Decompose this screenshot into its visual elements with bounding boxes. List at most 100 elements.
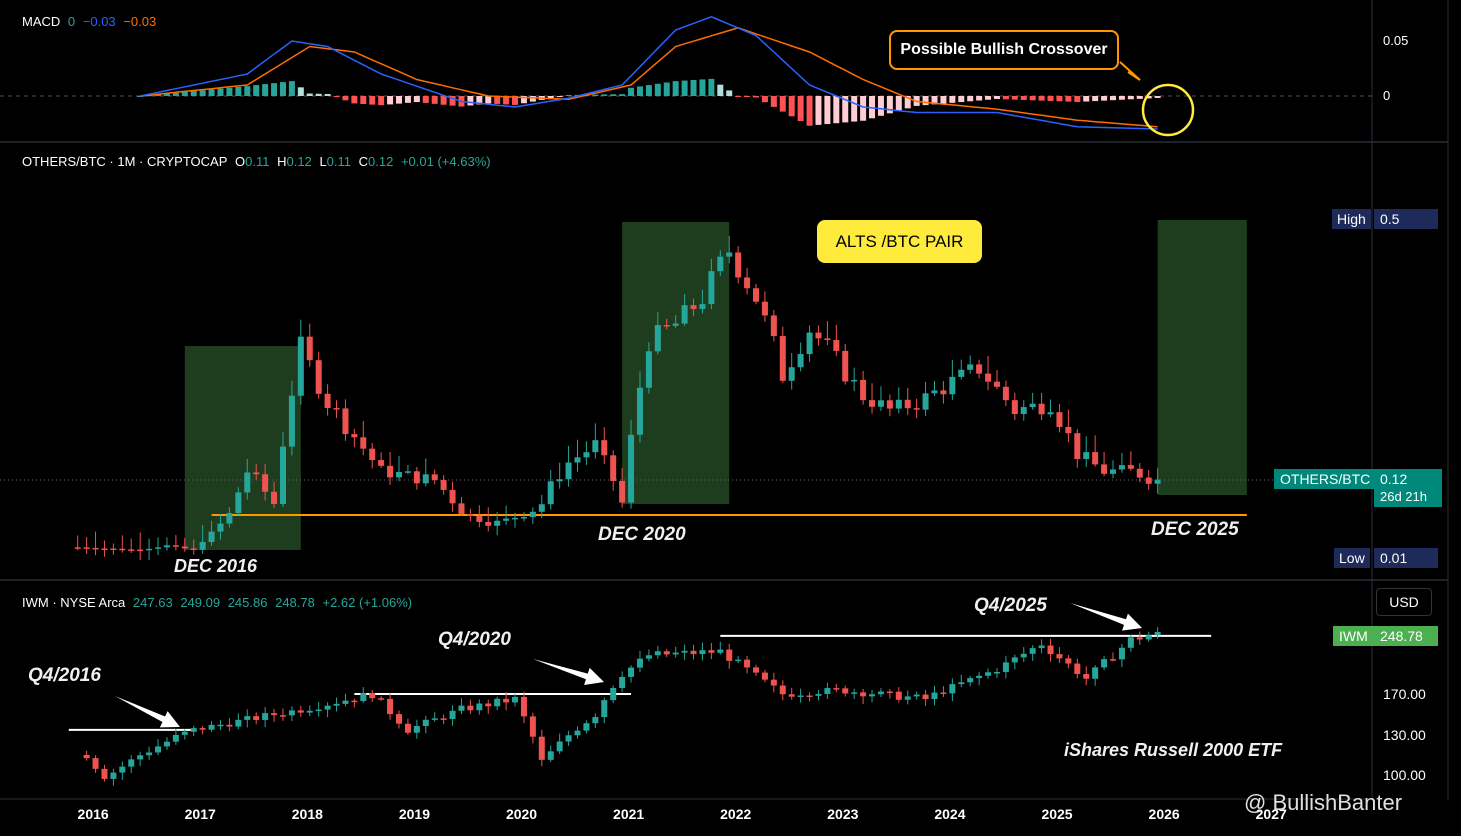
macd-histogram-bar [1101, 96, 1108, 101]
others-candle [610, 455, 617, 482]
crossover-circle [1141, 83, 1195, 137]
others-candle [360, 437, 367, 449]
iwm-candle [851, 692, 858, 694]
others-candle [369, 448, 376, 461]
others-candle [672, 323, 679, 326]
others-candle [717, 256, 724, 272]
macd-histogram-bar [619, 94, 626, 96]
arrow-q4-2016 [115, 696, 180, 728]
iwm-candle [1074, 663, 1081, 675]
others-candle [1136, 468, 1143, 478]
others-candle [226, 513, 233, 524]
iwm-candle [1154, 632, 1161, 636]
macd-histogram-bar [1092, 96, 1099, 102]
iwm-candle [583, 723, 590, 731]
annotation-layer [115, 603, 1142, 728]
macd-histogram-bar [396, 96, 402, 104]
macd-histogram-bar [556, 96, 563, 97]
iwm-candle [1065, 658, 1072, 664]
low-tag: Low [1334, 548, 1370, 568]
macd-histogram-bar [1002, 96, 1009, 100]
others-candle [877, 400, 884, 407]
highlight-zone [622, 222, 730, 504]
macd-histogram-bar [297, 87, 304, 96]
macd-histogram-bar [226, 87, 233, 96]
iwm-candle [663, 651, 670, 655]
iwm-candle [690, 650, 697, 655]
macd-histogram-bar [628, 87, 635, 96]
macd-histogram-bar [208, 89, 215, 96]
macd-histogram-bar [1038, 96, 1045, 101]
iwm-ytick-100: 100.00 [1383, 767, 1426, 783]
others-candle [574, 457, 581, 463]
macd-histogram-bar [842, 96, 849, 123]
macd-histogram-bar [949, 96, 956, 103]
macd-histogram-bar [217, 88, 224, 96]
others-candle [208, 531, 215, 543]
others-candle [110, 548, 117, 551]
annotation-dec-2025: DEC 2025 [1151, 519, 1239, 540]
others-candle [396, 472, 402, 478]
iwm-candle [1083, 674, 1090, 679]
others-candle [431, 474, 438, 481]
macd-histogram-bar [592, 94, 599, 96]
highlight-zone [1157, 220, 1247, 495]
macd-signal-value: −0.03 [123, 14, 157, 29]
others-candle [869, 400, 876, 407]
macd-histogram-bar [137, 96, 144, 97]
watermark: @ BullishBanter [1244, 790, 1403, 815]
others-price-value: 0.12 [1380, 471, 1408, 487]
others-candle [503, 518, 510, 521]
currency-selector[interactable]: USD [1376, 588, 1432, 616]
macd-histogram-bar [547, 96, 554, 99]
others-candle [199, 542, 206, 550]
macd-histogram-bar [717, 84, 724, 96]
iwm-candle [155, 746, 162, 753]
iwm-candle [306, 710, 313, 713]
others-candle [922, 393, 929, 410]
macd-histogram-bar [253, 85, 260, 96]
others-candle [74, 547, 81, 549]
others-candle [458, 503, 465, 514]
macd-histogram-bar [993, 96, 1000, 99]
iwm-candle [413, 726, 420, 733]
others-candle [92, 547, 99, 550]
others-candle [253, 472, 260, 475]
macd-histogram-bar [1083, 96, 1090, 102]
iwm-price-tag: IWM [1333, 626, 1374, 646]
others-candle [940, 390, 947, 395]
others-candle [815, 332, 822, 339]
others-candle [485, 521, 492, 526]
macd-histogram-bar [806, 96, 813, 126]
iwm-candle [1002, 662, 1009, 673]
macd-hist-value: 0 [67, 14, 76, 29]
iwm-high: 249.09 [180, 595, 221, 610]
iwm-candle [1056, 654, 1063, 659]
iwm-candle [101, 768, 108, 779]
others-candle [512, 517, 519, 520]
annotation-q4-2016: Q4/2016 [28, 665, 101, 686]
others-candle [842, 350, 849, 382]
x-tick-2022: 2022 [720, 806, 752, 822]
iwm-candle [163, 741, 170, 747]
others-candle [333, 408, 340, 410]
others-candle [1056, 412, 1063, 427]
macd-histogram-bar [1011, 96, 1018, 100]
iwm-candle [137, 755, 144, 760]
iwm-candle [244, 716, 251, 720]
others-candle [181, 546, 188, 549]
iwm-candle [458, 705, 465, 711]
iwm-candle [1145, 635, 1152, 640]
macd-histogram-bar [1074, 96, 1081, 102]
macd-histogram-bar [306, 93, 313, 96]
others-btc-layer [0, 220, 1372, 561]
others-candle [494, 520, 501, 526]
macd-histogram-bar [1065, 96, 1072, 102]
macd-histogram-bar [770, 96, 777, 107]
macd-histogram-bar [449, 96, 456, 106]
macd-histogram-bar [262, 84, 269, 96]
others-candle [851, 379, 858, 382]
currency-label: USD [1389, 594, 1419, 610]
macd-histogram-bar [342, 96, 349, 101]
